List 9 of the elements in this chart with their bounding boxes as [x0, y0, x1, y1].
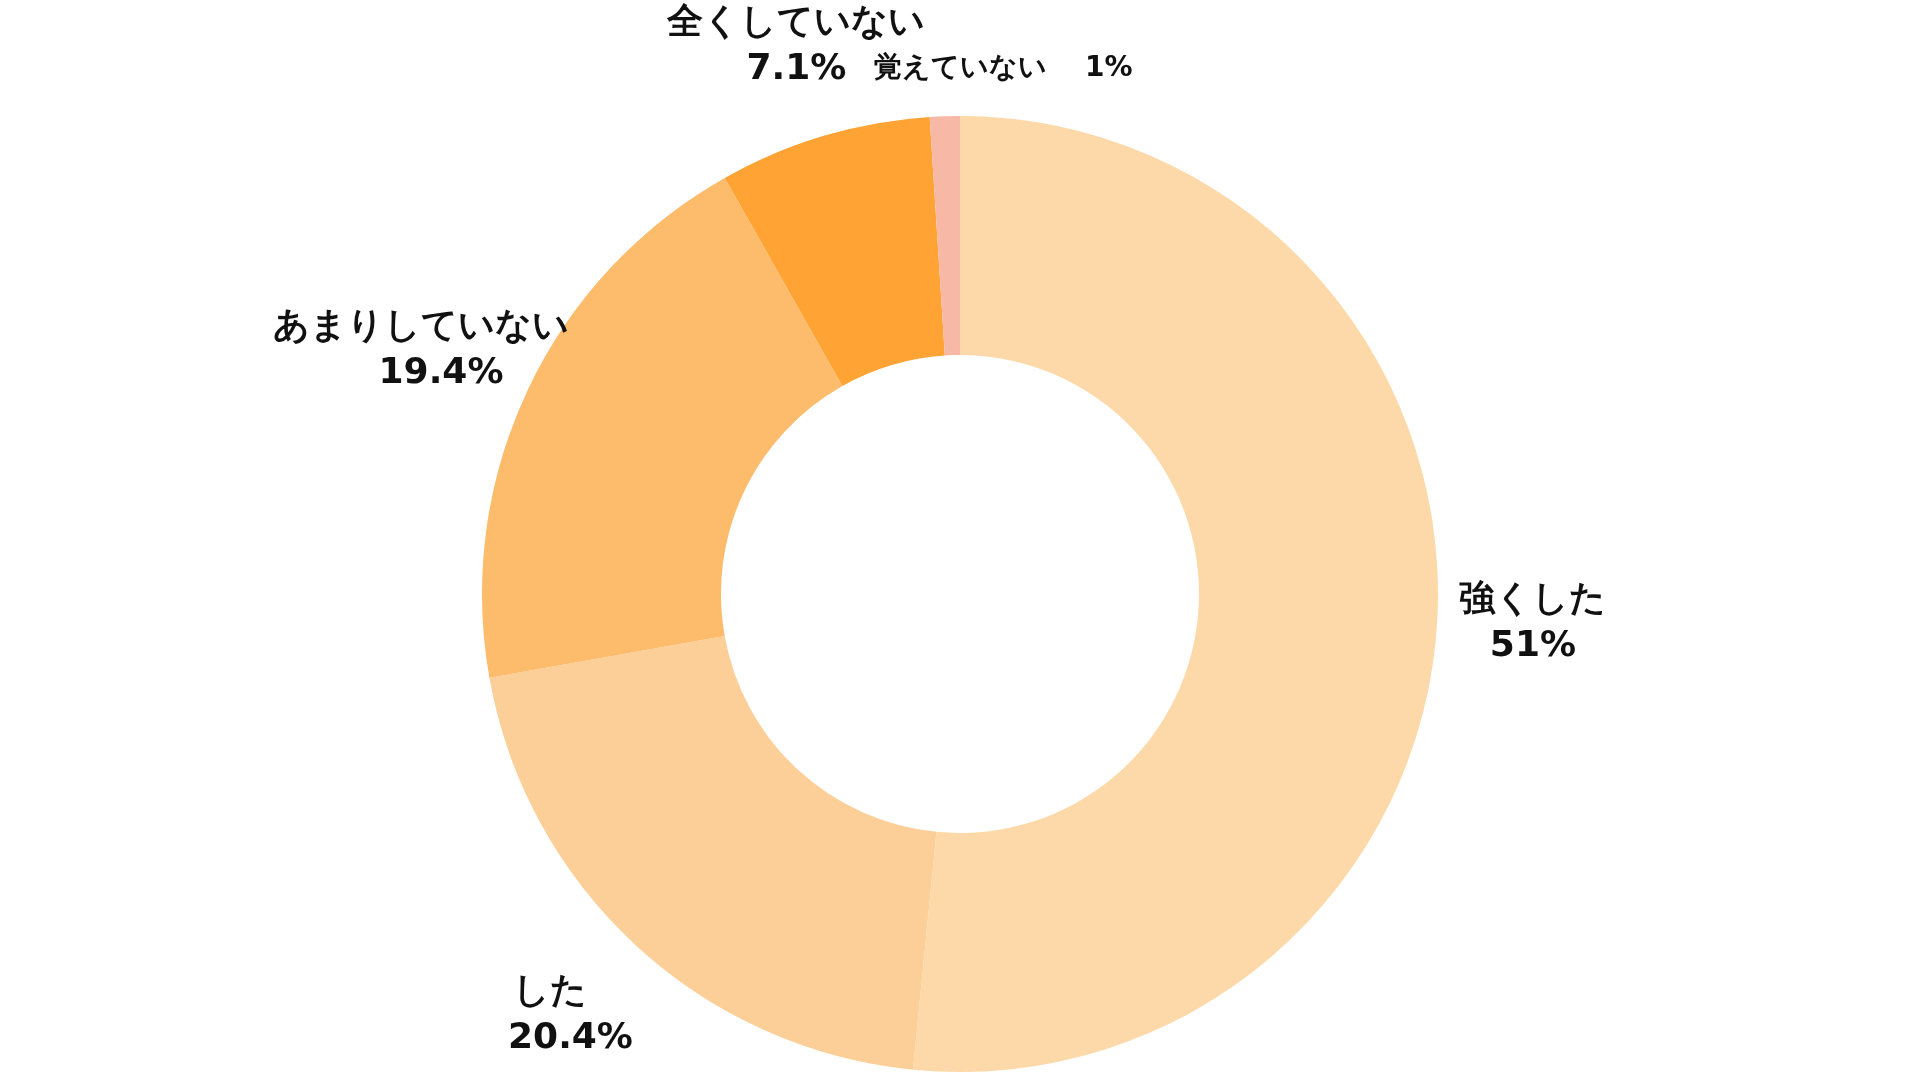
slice-label: あまりしていない [273, 304, 570, 346]
slice-label: 強くした [1459, 576, 1607, 618]
data-label: 7.1% [746, 46, 847, 88]
data-label: 20.4% [508, 1015, 633, 1057]
data-label: 19.4% [378, 350, 504, 392]
slice-label: 覚えていない 1% [874, 49, 1133, 83]
slice-label: した [513, 969, 588, 1011]
data-label: 51% [1489, 622, 1576, 664]
slice-label: 全くしていない [666, 0, 926, 42]
